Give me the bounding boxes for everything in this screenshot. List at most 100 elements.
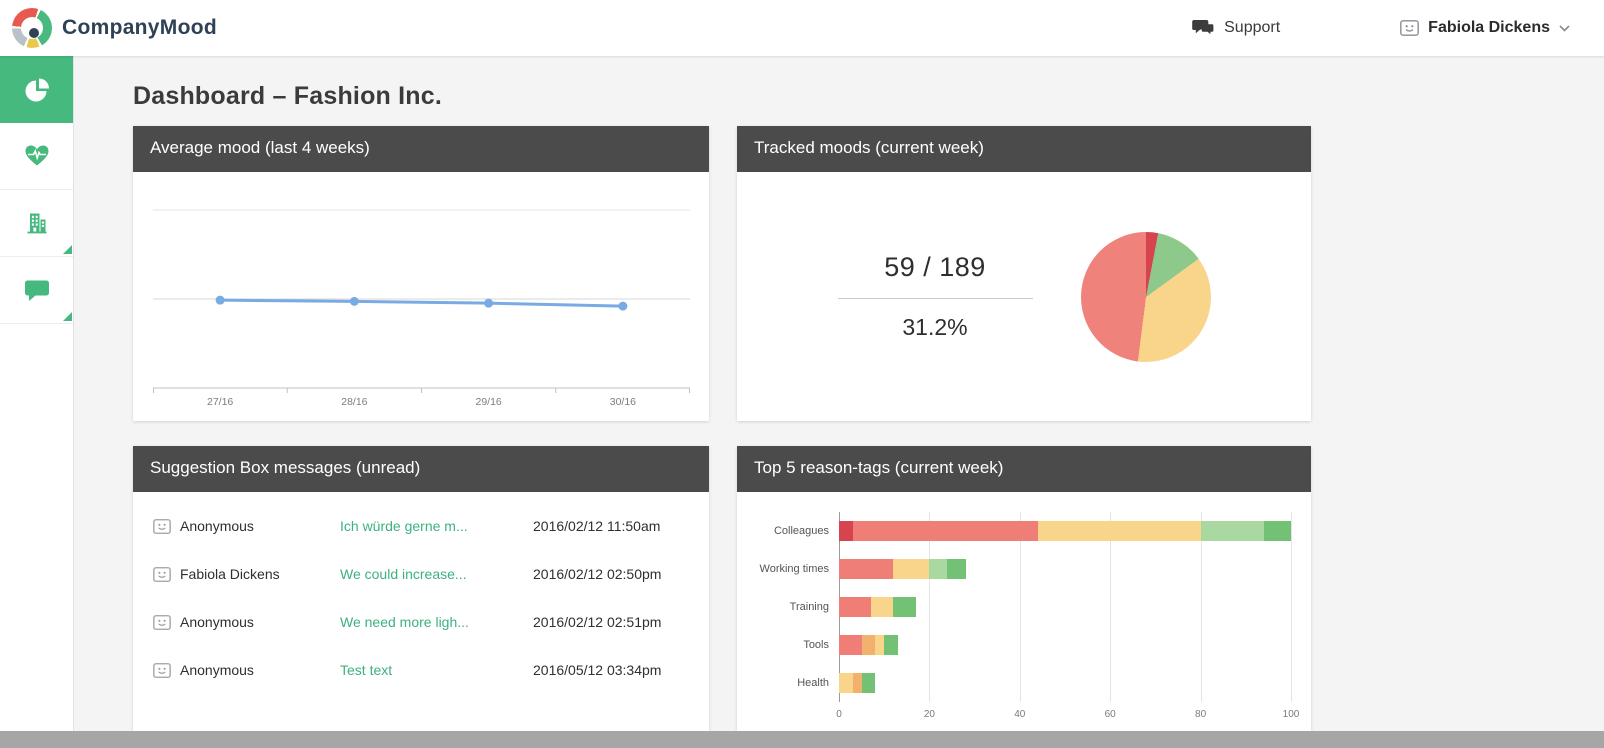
x-axis-tick-label: 20 xyxy=(923,709,935,720)
card-tracked-moods: Tracked moods (current week) 59 / 189 31… xyxy=(737,126,1311,421)
message-author: Fabiola Dickens xyxy=(153,566,340,582)
svg-text:29/16: 29/16 xyxy=(475,396,501,408)
bar-segment-yellow xyxy=(893,559,930,579)
vertical-gridline xyxy=(1291,512,1292,702)
message-date: 2016/02/12 11:50am xyxy=(533,518,661,534)
bar-category-labels: Colleagues Working times Training Tools Heal… xyxy=(751,512,839,727)
bar-segment-red xyxy=(839,559,894,579)
message-author: Anonymous xyxy=(153,518,340,534)
brand-name: CompanyMood xyxy=(62,16,217,39)
svg-text:28/16: 28/16 xyxy=(341,396,367,408)
suggestion-message-row[interactable]: Anonymous Ich würde gerne m... 2016/02/12 … xyxy=(153,502,689,550)
corner-triangle-icon xyxy=(63,245,72,254)
companymood-logo-icon xyxy=(12,8,52,48)
message-author: Anonymous xyxy=(153,614,340,630)
vertical-gridline xyxy=(929,512,931,702)
vertical-gridline xyxy=(1110,512,1112,702)
average-mood-chart: 27/16 28/16 29/16 30/16 xyxy=(153,209,690,408)
tracked-percent: 31.2% xyxy=(902,314,968,340)
sidebar-item-company[interactable] xyxy=(0,190,73,257)
reason-tags-chart: Colleagues Working times Training Tools Heal… xyxy=(751,512,1299,727)
x-axis-tick-label: 0 xyxy=(836,709,842,720)
suggestion-list: Anonymous Ich würde gerne m... 2016/02/12 … xyxy=(133,492,709,694)
chat-bubbles-icon xyxy=(1192,20,1215,37)
bar-segment-red xyxy=(839,635,862,655)
user-menu[interactable]: Fabiola Dickens xyxy=(1400,19,1570,37)
suggestion-message-row[interactable]: Anonymous Test text 2016/05/12 03:34pm xyxy=(153,646,689,694)
pie-chart-icon xyxy=(25,78,49,101)
message-date: 2016/02/12 02:51pm xyxy=(533,614,662,630)
brand-home-link[interactable]: CompanyMood xyxy=(12,8,217,48)
sidebar-item-mood-history[interactable] xyxy=(0,123,73,190)
bar-category-label: Colleagues xyxy=(773,525,829,537)
bar-segment-yellow xyxy=(1037,521,1201,541)
card-top-reason-tags: Top 5 reason-tags (current week) Colleag… xyxy=(737,446,1311,748)
topbar: CompanyMood Support Fabiola Dickens xyxy=(0,0,1604,56)
suggestion-message-row[interactable]: Anonymous We need more ligh... 2016/02/12 … xyxy=(153,598,689,646)
x-axis-tick-label: 80 xyxy=(1195,709,1207,720)
avatar-icon xyxy=(153,614,171,630)
bar-category-label: Health xyxy=(797,677,829,689)
author-name: Anonymous xyxy=(180,614,254,630)
message-preview-link[interactable]: We need more ligh... xyxy=(340,614,469,630)
message-date: 2016/02/12 02:50pm xyxy=(533,566,662,582)
avatar-icon xyxy=(153,518,171,534)
bar-segment-green xyxy=(947,559,966,579)
message-preview-link[interactable]: Ich würde gerne m... xyxy=(340,518,468,534)
user-name: Fabiola Dickens xyxy=(1428,19,1550,36)
stat-divider xyxy=(837,298,1033,299)
vertical-gridline xyxy=(1200,512,1202,702)
support-label: Support xyxy=(1224,19,1281,36)
author-name: Anonymous xyxy=(180,518,254,534)
x-axis-tick-label: 100 xyxy=(1282,709,1300,720)
sidebar xyxy=(0,56,74,748)
bar-row xyxy=(839,588,1291,626)
card-title-suggestion-box: Suggestion Box messages (unread) xyxy=(133,446,709,492)
card-average-mood: Average mood (last 4 weeks) 27/16 28/16 29… xyxy=(133,126,709,421)
bar-segment-green xyxy=(884,635,898,655)
reason-tags-plot: 0 20 40 60 80 100 xyxy=(836,512,1299,727)
sidebar-item-dashboard[interactable] xyxy=(0,56,73,123)
bar-segment-orange xyxy=(852,673,862,693)
card-title-tracked-moods: Tracked moods (current week) xyxy=(737,126,1311,172)
bar-segment-red xyxy=(839,597,871,617)
speech-bubble-icon xyxy=(24,280,49,301)
svg-text:27/16: 27/16 xyxy=(207,396,233,408)
page-title: Dashboard – Fashion Inc. xyxy=(133,82,443,110)
support-button[interactable]: Support xyxy=(1192,19,1280,37)
tracked-moods-pie xyxy=(1080,231,1211,362)
bar-segment-lightgreen xyxy=(1200,521,1264,541)
bar-segment-lightgreen xyxy=(929,559,948,579)
suggestion-message-row[interactable]: Fabiola Dickens We could increase... 2016/… xyxy=(153,550,689,598)
x-axis-tick-label: 40 xyxy=(1014,709,1026,720)
stacked-bar xyxy=(839,559,966,579)
avatar-icon xyxy=(153,566,171,582)
author-name: Anonymous xyxy=(180,662,254,678)
chevron-down-icon xyxy=(1559,24,1570,32)
sidebar-item-feedback[interactable] xyxy=(0,257,73,324)
bar-segment-green xyxy=(861,673,876,693)
user-avatar-icon xyxy=(1400,20,1420,36)
stacked-bar xyxy=(839,597,916,617)
bar-segment-yellow xyxy=(839,673,853,693)
bar-category-label: Working times xyxy=(759,563,829,575)
bar-row xyxy=(839,550,1291,588)
heartbeat-icon xyxy=(25,145,48,166)
bar-segment-orange xyxy=(861,635,876,655)
message-preview-link[interactable]: We could increase... xyxy=(340,566,467,582)
card-title-average-mood: Average mood (last 4 weeks) xyxy=(133,126,709,172)
avatar-icon xyxy=(153,662,171,678)
bar-row xyxy=(839,664,1291,702)
stacked-bar xyxy=(839,635,898,655)
message-preview-link[interactable]: Test text xyxy=(340,662,393,678)
building-icon xyxy=(27,213,46,234)
message-author: Anonymous xyxy=(153,662,340,678)
tracked-moods-stats: 59 / 189 31.2% xyxy=(837,252,1033,341)
message-date: 2016/05/12 03:34pm xyxy=(533,662,662,678)
corner-triangle-icon xyxy=(63,312,72,321)
bar-segment-yellow xyxy=(870,597,894,617)
bar-segment-darkred xyxy=(839,521,853,541)
card-title-top-reason-tags: Top 5 reason-tags (current week) xyxy=(737,446,1311,492)
bar-row xyxy=(839,512,1291,550)
svg-text:30/16: 30/16 xyxy=(610,396,636,408)
